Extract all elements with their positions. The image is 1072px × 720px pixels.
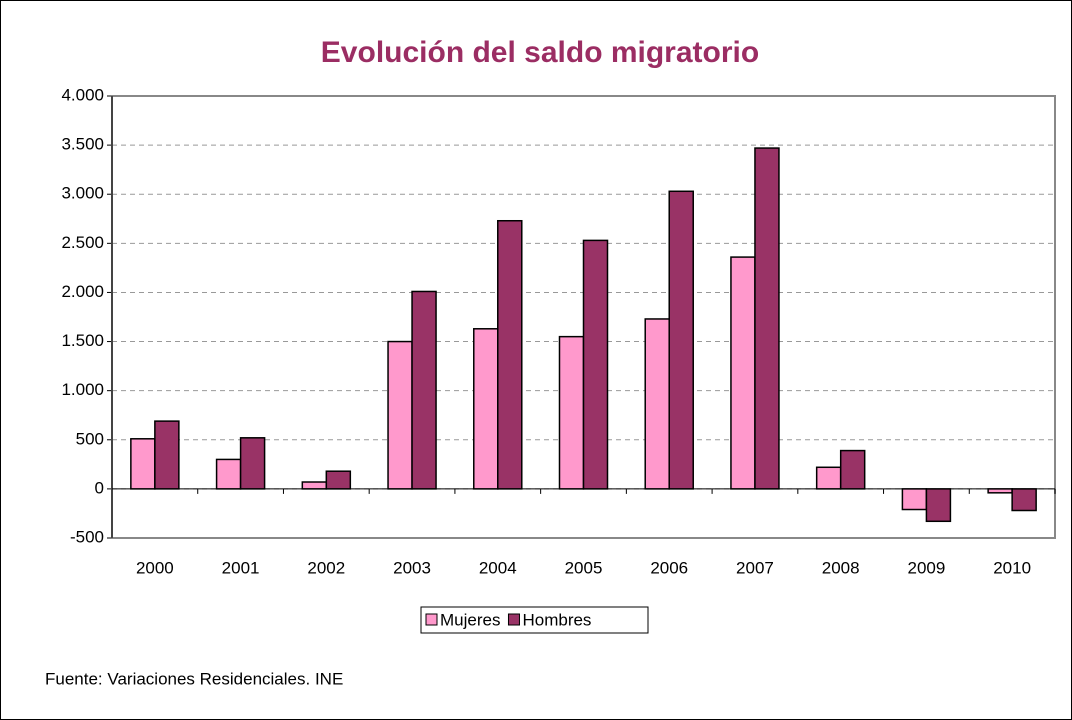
y-tick-label: 2.000 bbox=[61, 282, 104, 301]
y-tick-label: -500 bbox=[70, 527, 104, 546]
legend-swatch bbox=[425, 613, 438, 626]
bar bbox=[497, 219, 523, 490]
y-tick-label: 4.000 bbox=[61, 85, 104, 104]
y-tick-label: 2.500 bbox=[61, 233, 104, 252]
y-tick-label: 1.000 bbox=[61, 380, 104, 399]
y-tick-label: 500 bbox=[76, 429, 104, 448]
x-tick-label: 2002 bbox=[307, 558, 345, 577]
x-tick-label: 2001 bbox=[222, 558, 260, 577]
bar bbox=[239, 437, 266, 490]
y-tick-label: 3.000 bbox=[61, 184, 104, 203]
bar bbox=[582, 239, 609, 490]
y-tick-label: 1.500 bbox=[61, 331, 104, 350]
bar bbox=[754, 147, 780, 490]
bar bbox=[839, 449, 866, 490]
chart-title: Evolución del saldo migratorio bbox=[321, 36, 759, 69]
bar bbox=[815, 466, 842, 490]
source: Fuente: Variaciones Residenciales. INE bbox=[45, 669, 343, 688]
bar bbox=[325, 470, 352, 490]
legend-box bbox=[420, 606, 649, 634]
x-tick-label: 2004 bbox=[479, 558, 517, 577]
x-tick-label: 2009 bbox=[907, 558, 945, 577]
legend-label: Hombres bbox=[522, 610, 591, 629]
x-tick-label: 2006 bbox=[650, 558, 688, 577]
bar bbox=[1011, 488, 1037, 512]
legend-swatch bbox=[507, 613, 520, 626]
x-tick-label: 2003 bbox=[393, 558, 431, 577]
y-tick-label: 3.500 bbox=[61, 135, 104, 154]
bar bbox=[668, 190, 694, 490]
x-tick-label: 2005 bbox=[565, 558, 603, 577]
bar bbox=[154, 420, 180, 490]
bar bbox=[473, 328, 499, 490]
x-tick-label: 2000 bbox=[136, 558, 174, 577]
x-tick-label: 2008 bbox=[822, 558, 860, 577]
bar bbox=[644, 318, 670, 490]
bar bbox=[558, 335, 585, 490]
bar bbox=[301, 481, 328, 490]
bar bbox=[130, 438, 156, 490]
x-tick-label: 2010 bbox=[993, 558, 1031, 577]
bar bbox=[730, 256, 756, 490]
bar bbox=[215, 458, 242, 490]
bar bbox=[925, 488, 952, 523]
y-tick-label: 0 bbox=[95, 478, 104, 497]
bar bbox=[987, 488, 1013, 494]
bar bbox=[387, 340, 413, 490]
bar bbox=[901, 488, 928, 511]
bar bbox=[411, 290, 437, 490]
x-tick-label: 2007 bbox=[736, 558, 774, 577]
legend-label: Mujeres bbox=[440, 610, 500, 629]
